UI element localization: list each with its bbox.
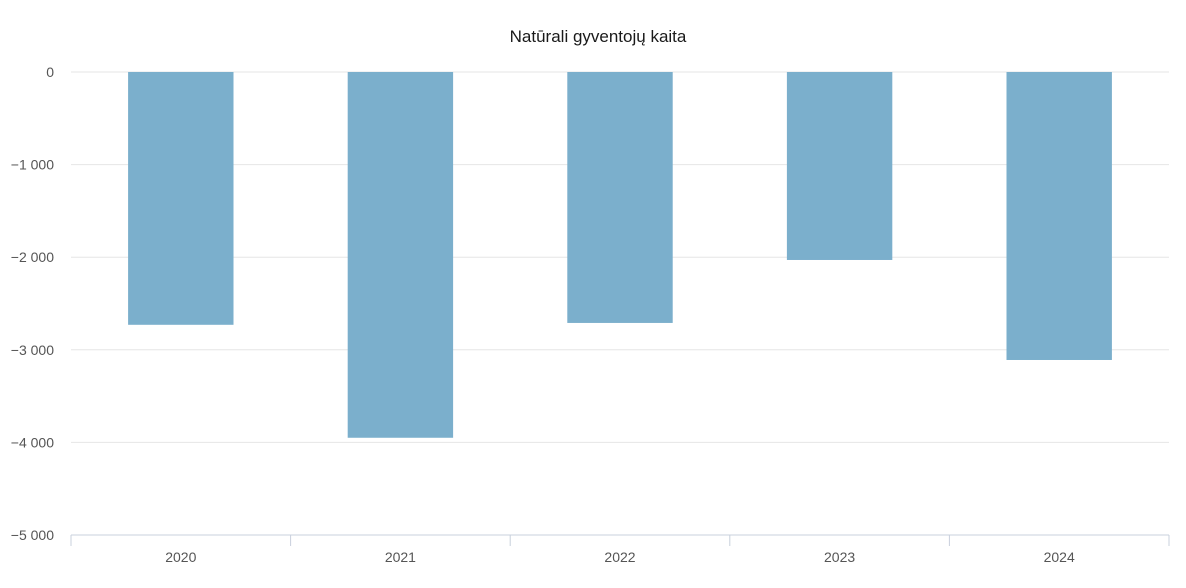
x-axis: 2020 2021 2022 2023 2024	[70, 534, 1170, 565]
bar-2024[interactable]	[1006, 72, 1112, 360]
y-tick-label: −2 000	[11, 249, 54, 265]
bar-2021[interactable]	[347, 72, 454, 438]
bars	[128, 72, 1112, 438]
x-tick-label: 2022	[604, 549, 635, 565]
y-axis-ticks: 0 −1 000 −2 000 −3 000 −4 000 −5 000	[11, 64, 54, 543]
y-tick-label: −5 000	[11, 527, 54, 543]
x-tick-label: 2021	[385, 549, 416, 565]
y-tick-label: −3 000	[11, 342, 54, 358]
bar-2022[interactable]	[567, 72, 673, 323]
bar-2020[interactable]	[128, 72, 234, 325]
y-tick-label: −1 000	[11, 157, 54, 173]
bar-2023[interactable]	[786, 72, 893, 260]
x-tick-label: 2024	[1044, 549, 1075, 565]
y-tick-label: 0	[46, 64, 54, 80]
x-tick-label: 2023	[824, 549, 855, 565]
chart-title: Natūrali gyventojų kaita	[510, 27, 687, 46]
y-tick-label: −4 000	[11, 434, 54, 450]
x-tick-label: 2020	[165, 549, 196, 565]
